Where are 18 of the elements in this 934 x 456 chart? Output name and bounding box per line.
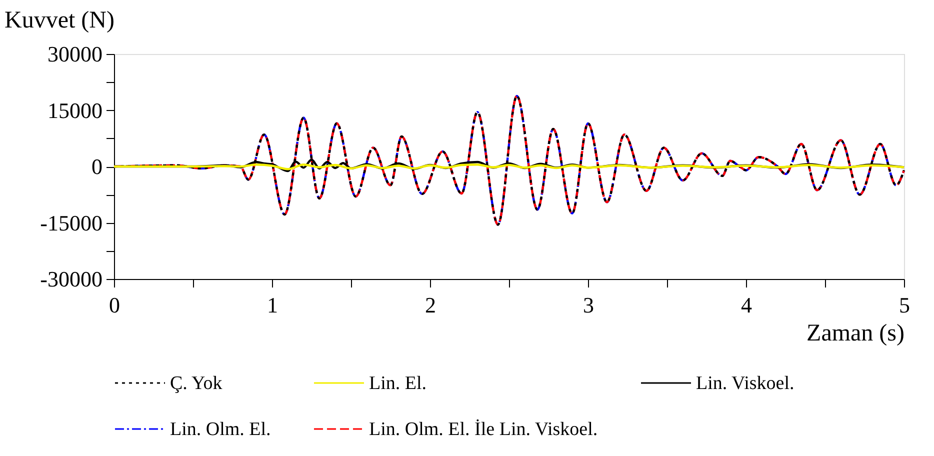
x-tick-label: 0 [109,292,120,318]
y-tick-label: -30000 [40,266,102,292]
y-axis-title: Kuvvet (N) [4,8,114,34]
x-tick-label: 2 [425,292,436,318]
legend-label: Ç. Yok [170,373,223,394]
y-tick-label: 15000 [48,98,102,123]
legend-label: Lin. Olm. El. [170,419,271,440]
x-axis-title: Zaman (s) [806,320,904,346]
x-tick-label: 1 [267,292,278,318]
x-tick-label: 3 [583,292,594,318]
y-tick-label: 30000 [48,42,102,66]
legend-label: Lin. Olm. El. İle Lin. Viskoel. [369,419,598,440]
y-tick-label: -15000 [40,210,102,236]
y-tick-label: 0 [92,154,102,179]
x-tick-label: 5 [899,292,910,318]
legend-label: Lin. El. [369,373,427,394]
x-tick-label: 4 [741,292,752,318]
legend-label: Lin. Viskoel. [696,373,794,394]
